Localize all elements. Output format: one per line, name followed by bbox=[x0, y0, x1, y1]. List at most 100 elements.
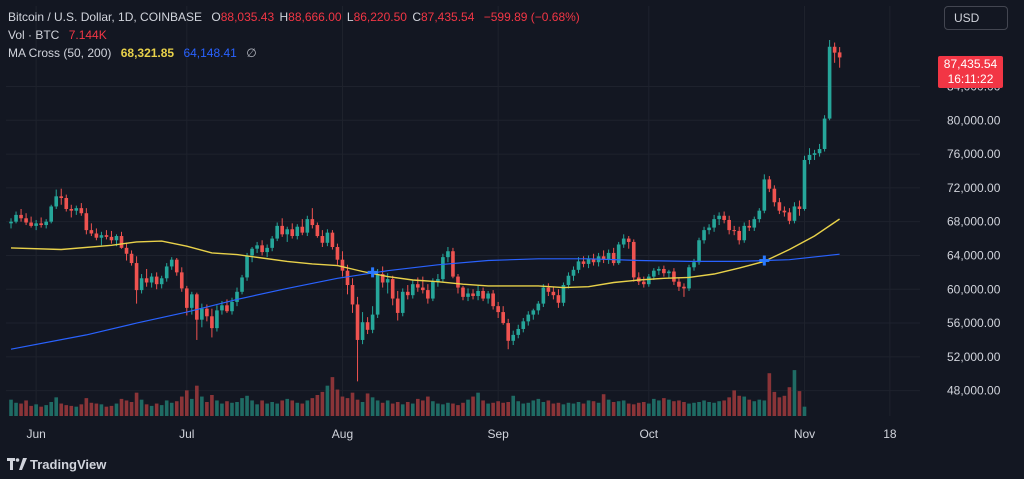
volume-bar bbox=[531, 400, 536, 416]
open-label: O bbox=[211, 10, 221, 24]
candle-body bbox=[270, 238, 274, 248]
volume-bar bbox=[752, 401, 757, 416]
candle-body bbox=[652, 270, 656, 277]
candle-body bbox=[611, 252, 616, 264]
candle-body bbox=[677, 281, 681, 287]
candle-body bbox=[481, 290, 485, 299]
volume-bar bbox=[275, 403, 279, 416]
volume-bar bbox=[431, 401, 435, 416]
legend-volume: Vol · BTC 7.144K bbox=[8, 28, 109, 42]
volume-bar bbox=[566, 402, 571, 416]
candle-body bbox=[325, 232, 330, 243]
volume-bar bbox=[491, 402, 495, 416]
volume-bar bbox=[697, 402, 701, 416]
price-tick-label: 52,000.00 bbox=[947, 350, 1001, 364]
hidden-values-icon[interactable]: ∅ bbox=[246, 46, 257, 60]
candle-body bbox=[717, 215, 721, 220]
volume-bar bbox=[315, 395, 320, 416]
candle-body bbox=[626, 238, 631, 242]
candle-body bbox=[752, 219, 757, 228]
candle-body bbox=[471, 293, 475, 297]
volume-bar bbox=[184, 390, 189, 416]
candle-body bbox=[476, 290, 480, 297]
volume-bar bbox=[707, 402, 711, 416]
brand-name[interactable]: TradingView bbox=[30, 457, 107, 472]
volume-bar bbox=[641, 402, 646, 416]
candle-body bbox=[114, 236, 119, 241]
volume-value: 7.144K bbox=[68, 28, 107, 42]
candle-body bbox=[682, 286, 686, 289]
candle-body bbox=[466, 293, 470, 297]
volume-bar bbox=[240, 398, 244, 416]
volume-bar bbox=[99, 404, 104, 416]
volume-bar bbox=[290, 400, 295, 416]
volume-bar bbox=[501, 402, 505, 416]
price-axis[interactable]: 84,000.0080,000.0076,000.0072,000.0068,0… bbox=[947, 79, 1001, 397]
volume-bar bbox=[59, 403, 64, 416]
price-tick-label: 76,000.00 bbox=[947, 147, 1001, 161]
price-chart[interactable]: 84,000.0080,000.0076,000.0072,000.0068,0… bbox=[0, 0, 1024, 446]
candle-body bbox=[606, 252, 611, 260]
volume-bar bbox=[677, 400, 681, 416]
ma-fast-value: 68,321.85 bbox=[120, 46, 175, 60]
symbol-title[interactable]: Bitcoin / U.S. Dollar, 1D, COINBASE bbox=[8, 10, 203, 24]
volume-bar bbox=[631, 404, 636, 416]
tradingview-logo-icon[interactable] bbox=[7, 458, 27, 470]
volume-bar bbox=[596, 402, 601, 416]
candle-body bbox=[134, 263, 139, 291]
candle-body bbox=[486, 293, 490, 299]
candle-body bbox=[591, 258, 596, 263]
candle-body bbox=[129, 253, 134, 264]
candle-body bbox=[787, 212, 792, 221]
candle-body bbox=[220, 305, 224, 311]
ma-200-line bbox=[10, 253, 840, 350]
volume-bar bbox=[350, 392, 355, 416]
legend-ma-cross: MA Cross (50, 200) 68,321.85 64,148.41 ∅ bbox=[8, 46, 259, 60]
volume-bar bbox=[506, 402, 511, 416]
candle-body bbox=[556, 295, 561, 303]
volume-bar bbox=[64, 405, 69, 416]
ma-cross-label[interactable]: MA Cross (50, 200) bbox=[8, 46, 112, 60]
volume-bar bbox=[124, 400, 129, 416]
volume-bar bbox=[601, 394, 606, 416]
volume-bar bbox=[14, 402, 18, 416]
volume-bar bbox=[692, 402, 696, 416]
candle-body bbox=[662, 268, 666, 274]
candle-body bbox=[812, 153, 817, 155]
volume-bar bbox=[325, 385, 330, 416]
candle-body bbox=[757, 210, 762, 220]
candle-body bbox=[335, 247, 340, 260]
candle-body bbox=[672, 271, 676, 282]
candle-body bbox=[290, 229, 295, 237]
candle-body bbox=[195, 294, 199, 320]
volume-bar bbox=[79, 404, 84, 416]
volume-bar bbox=[119, 398, 124, 416]
currency-button[interactable]: USD bbox=[944, 6, 1008, 30]
volume-bar bbox=[797, 391, 802, 416]
volume-bar bbox=[662, 398, 666, 416]
volume-bar bbox=[190, 398, 194, 416]
candle-body bbox=[631, 241, 636, 278]
candle-body bbox=[260, 245, 264, 253]
candle-body bbox=[647, 276, 651, 285]
volume-bar bbox=[200, 396, 204, 416]
time-axis[interactable]: Jun Jul Aug Sep Oct Nov 18 bbox=[26, 427, 896, 441]
volume-bar bbox=[767, 373, 772, 416]
volume-bar bbox=[621, 400, 626, 416]
candle-body bbox=[44, 221, 48, 226]
volume-label[interactable]: Vol · BTC bbox=[8, 28, 60, 42]
candle-body bbox=[697, 240, 701, 263]
candle-body bbox=[742, 225, 747, 241]
candle-body bbox=[732, 230, 736, 232]
volume-bar bbox=[481, 400, 485, 416]
candle-body bbox=[205, 308, 209, 317]
candle-body bbox=[410, 284, 415, 296]
candle-body bbox=[159, 278, 164, 285]
volume-bar bbox=[235, 402, 239, 416]
candle-body bbox=[546, 287, 551, 292]
volume-bar bbox=[104, 406, 109, 416]
footer: TradingView bbox=[0, 446, 1024, 479]
candle-body bbox=[531, 310, 536, 315]
candle-body bbox=[456, 276, 460, 288]
candle-body bbox=[245, 255, 249, 278]
